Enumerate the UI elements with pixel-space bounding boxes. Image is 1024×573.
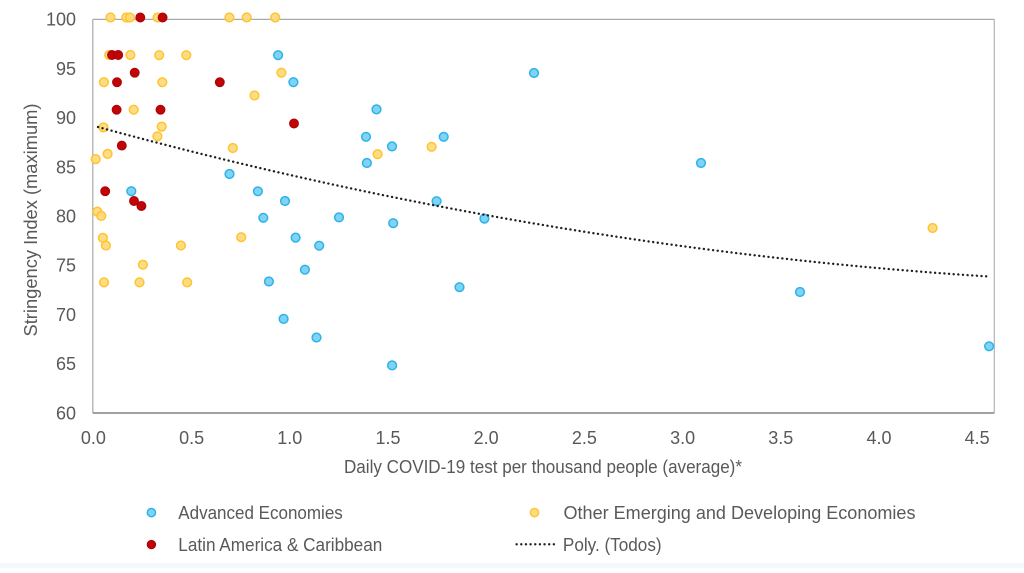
svg-text:4.0: 4.0 [866,428,891,448]
svg-text:1.0: 1.0 [277,428,302,448]
svg-text:70: 70 [56,305,76,325]
svg-text:3.0: 3.0 [670,428,695,448]
svg-text:95: 95 [56,59,76,79]
svg-text:2.0: 2.0 [474,428,499,448]
svg-text:100: 100 [46,10,76,30]
svg-text:0.5: 0.5 [179,428,204,448]
svg-text:65: 65 [56,354,76,374]
svg-text:Stringency Index (maximum): Stringency Index (maximum) [21,104,41,337]
svg-text:90: 90 [56,108,76,128]
svg-text:Latin America & Caribbean: Latin America & Caribbean [178,535,382,555]
svg-text:2.5: 2.5 [572,428,597,448]
svg-text:0.0: 0.0 [81,428,106,448]
svg-text:80: 80 [56,207,76,227]
svg-text:85: 85 [56,157,76,177]
svg-text:75: 75 [56,256,76,276]
svg-text:Advanced Economies: Advanced Economies [178,503,342,523]
svg-text:Poly. (Todos): Poly. (Todos) [563,535,662,555]
svg-text:3.5: 3.5 [768,428,793,448]
svg-text:Other Emerging and Developing: Other Emerging and Developing Economies [564,503,916,523]
svg-text:Daily COVID-19 test per thousa: Daily COVID-19 test per thousand people … [344,457,742,477]
svg-text:1.5: 1.5 [375,428,400,448]
svg-text:4.5: 4.5 [965,428,990,448]
svg-text:60: 60 [56,403,76,423]
